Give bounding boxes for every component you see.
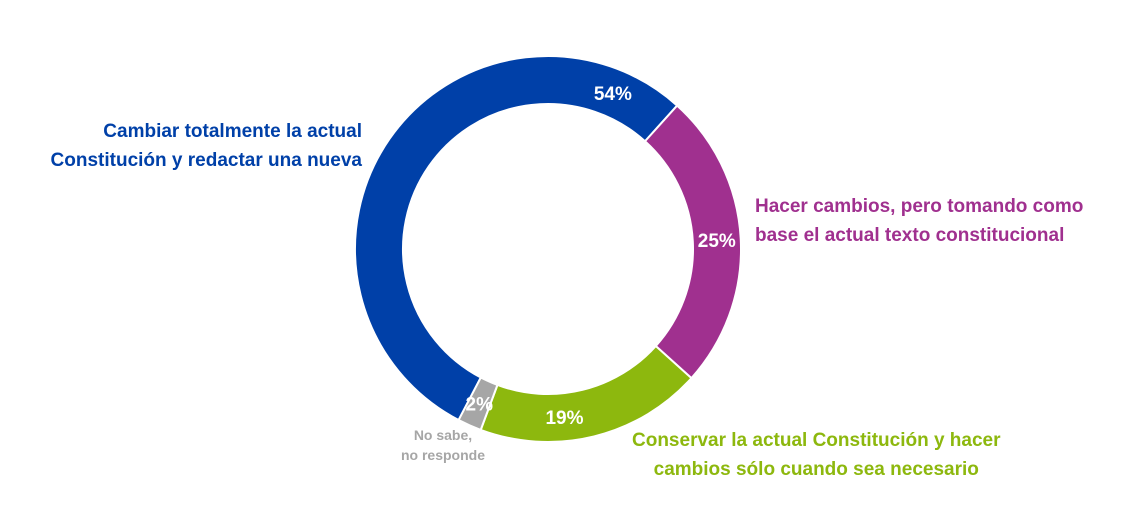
value-label-cambiar-totalmente: 54% xyxy=(594,84,632,105)
value-label-no-sabe: 2% xyxy=(466,394,494,415)
slice-no-sabe xyxy=(457,376,499,432)
legend-label-hacer-cambios: Hacer cambios, pero tomando como base el… xyxy=(755,192,1083,250)
value-label-hacer-cambios: 25% xyxy=(698,231,736,252)
legend-label-line: Hacer cambios, pero tomando como xyxy=(755,196,1084,217)
legend-label-no-sabe: No sabe, no responde xyxy=(388,425,498,465)
legend-label-line: Conservar la actual Constitución y hacer xyxy=(632,430,1001,451)
legend-label-line: Constitución y redactar una nueva xyxy=(50,150,362,171)
legend-label-line: No sabe, xyxy=(413,427,473,443)
legend-label-conservar: Conservar la actual Constitución y hacer… xyxy=(632,426,1001,484)
legend-label-line: base el actual texto constitucional xyxy=(755,225,1065,246)
legend-label-line: no responde xyxy=(400,447,485,463)
legend-label-cambiar-totalmente: Cambiar totalmente la actual Constitució… xyxy=(51,117,362,175)
legend-label-line: Cambiar totalmente la actual xyxy=(103,121,362,142)
legend-label-line: cambios sólo cuando sea necesario xyxy=(653,459,979,480)
value-label-conservar: 19% xyxy=(545,408,583,429)
slice-cambiar-totalmente xyxy=(354,55,679,422)
